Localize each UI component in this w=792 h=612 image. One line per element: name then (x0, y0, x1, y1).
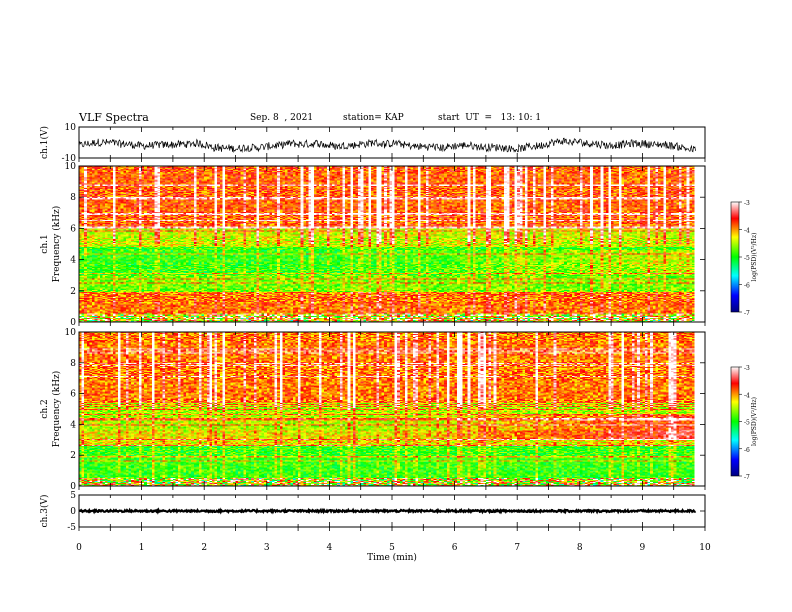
y-tick-label: -10 (62, 154, 77, 164)
x-tick-label: 8 (577, 543, 583, 553)
figure-title: VLF Spectra (79, 111, 149, 124)
x-tick-label: 9 (640, 543, 646, 553)
y-tick-label: 6 (70, 390, 76, 400)
x-axis-label: Time (min) (367, 552, 417, 563)
y-tick-label: 10 (65, 123, 77, 133)
date-label: Sep. 8 , 2021 (250, 113, 314, 123)
x-tick-label: 7 (514, 543, 520, 553)
x-tick-label: 5 (389, 543, 395, 553)
y-tick-label: 2 (70, 287, 76, 297)
station-label: station= KAP (343, 113, 404, 123)
colorbar-tick-label: -4 (744, 228, 750, 235)
y-tick-label: 2 (70, 451, 76, 461)
y-tick-label: 6 (70, 224, 76, 234)
y-axis-label: Frequency (kHz) (51, 371, 62, 448)
colorbar-label: log(PSD)(V²/Hz) (751, 397, 758, 446)
y-tick-label: 4 (70, 420, 76, 430)
colorbar-tick-label: -5 (744, 255, 750, 262)
start-time-label: start UT = 13: 10: 1 (438, 113, 542, 123)
y-axis-label: ch.2 (40, 399, 50, 418)
x-tick-label: 3 (264, 543, 270, 553)
ch3-waveform-line (78, 507, 697, 515)
colorbar-1 (730, 201, 740, 313)
colorbar-2 (730, 366, 740, 477)
y-axis-label: ch.3(V) (39, 495, 50, 528)
colorbar-tick-label: -3 (744, 365, 750, 372)
y-tick-label: 10 (65, 162, 77, 172)
y-tick-label: -5 (67, 523, 76, 533)
x-tick-label: 0 (76, 543, 82, 553)
y-tick-label: 10 (65, 328, 77, 338)
x-tick-label: 4 (327, 543, 333, 553)
colorbar-tick-label: -6 (744, 283, 750, 290)
y-axis-label: ch.1 (40, 234, 50, 253)
y-tick-label: 0 (70, 318, 76, 328)
colorbar-tick-label: -7 (744, 474, 750, 481)
colorbar-tick-label: -3 (744, 200, 750, 207)
y-tick-label: 5 (70, 491, 76, 501)
x-tick-label: 1 (139, 543, 145, 553)
y-tick-label: 4 (70, 256, 76, 266)
x-tick-label: 2 (201, 543, 207, 553)
y-axis-label: Frequency (kHz) (51, 206, 62, 283)
y-tick-label: 8 (70, 193, 76, 203)
colorbar-tick-label: -4 (744, 392, 750, 399)
x-tick-label: 6 (452, 543, 458, 553)
spectrogram-ch2 (79, 332, 705, 486)
colorbar-tick-label: -7 (744, 310, 750, 317)
spectrogram-ch1 (79, 166, 705, 322)
colorbar-label: log(PSD)(V²/Hz) (751, 233, 758, 282)
colorbar-tick-label: -5 (744, 420, 750, 427)
y-tick-label: 0 (70, 482, 76, 492)
ch1-waveform-line (78, 137, 696, 154)
y-tick-label: 8 (70, 359, 76, 369)
y-tick-label: 0 (70, 507, 76, 517)
colorbar-tick-label: -6 (744, 447, 750, 454)
y-axis-label: ch.1(V) (39, 126, 50, 159)
x-tick-label: 10 (699, 543, 711, 553)
